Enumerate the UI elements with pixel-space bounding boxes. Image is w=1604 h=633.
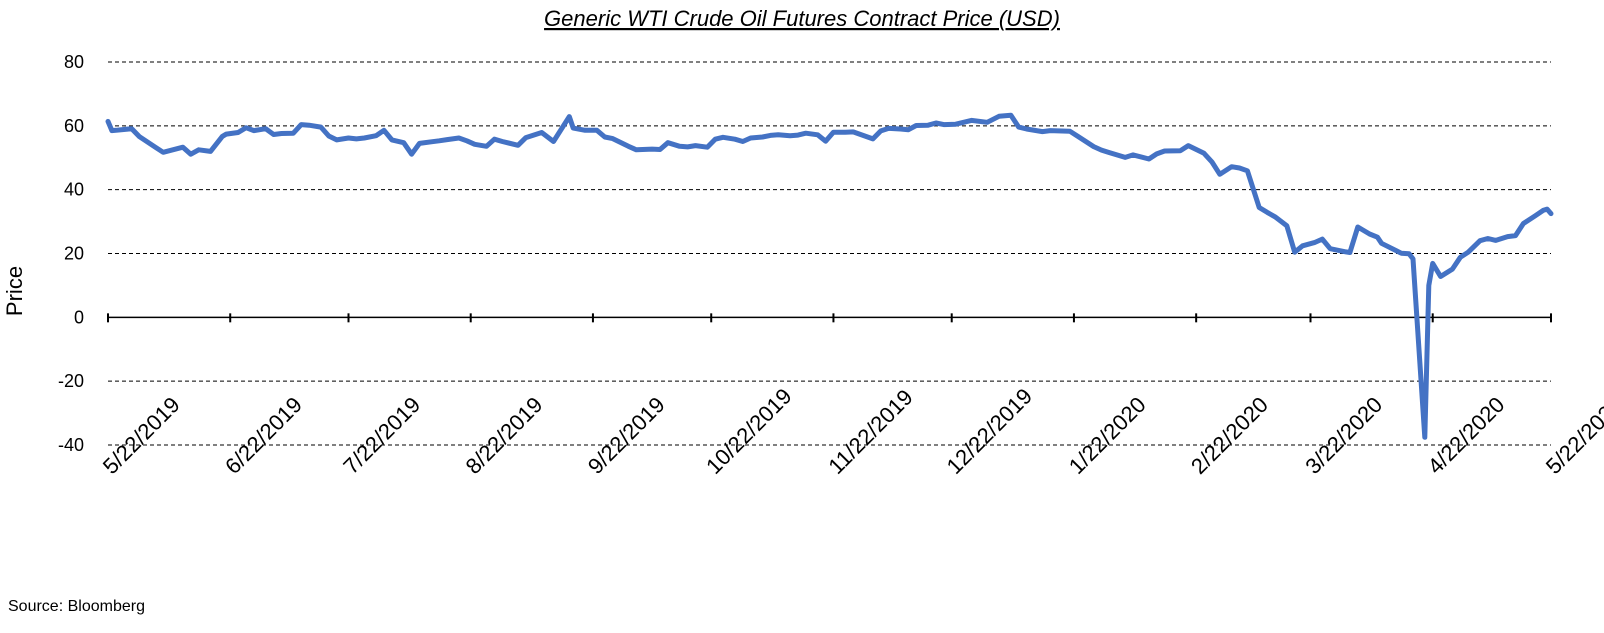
x-tick-label: 12/22/2019: [942, 383, 1038, 479]
x-axis-tick-labels: 5/22/2019 6/22/2019 7/22/2019 8/22/2019 9/22…: [98, 383, 1604, 479]
series-layer: [105, 112, 1554, 440]
y-tick-label: -40: [58, 435, 84, 455]
chart-title: Generic WTI Crude Oil Futures Contract P…: [544, 6, 1060, 31]
y-tick-label: 60: [64, 116, 84, 136]
y-axis-title: Price: [2, 266, 27, 316]
y-tick-label: 0: [74, 307, 84, 327]
x-tick-label: 1/22/2020: [1064, 392, 1151, 479]
y-tick-label: -20: [58, 371, 84, 391]
x-tick-label: 6/22/2019: [220, 392, 307, 479]
x-tick-label: 11/22/2019: [823, 384, 917, 478]
x-tick-label: 3/22/2020: [1300, 392, 1387, 479]
y-axis-tick-labels: 80 60 40 20 0 -20 -40: [58, 52, 84, 455]
y-tick-label: 40: [64, 180, 84, 200]
x-tick-label: 2/22/2020: [1186, 392, 1273, 479]
gridlines: [108, 61, 1551, 446]
x-tick-label: 5/22/2020: [1541, 392, 1604, 479]
x-tick-label: 8/22/2019: [461, 392, 548, 479]
x-tick-label: 9/22/2019: [583, 392, 670, 479]
y-tick-label: 20: [64, 244, 84, 264]
x-axis: [107, 313, 1552, 323]
series-line-0: [105, 112, 1554, 440]
x-tick-label: 5/22/2019: [98, 392, 185, 479]
x-tick-label: 10/22/2019: [701, 383, 797, 479]
x-tick-label: 4/22/2020: [1423, 392, 1510, 479]
y-tick-label: 80: [64, 52, 84, 72]
source-note: Source: Bloomberg: [8, 598, 145, 615]
x-tick-label: 7/22/2019: [338, 392, 425, 479]
